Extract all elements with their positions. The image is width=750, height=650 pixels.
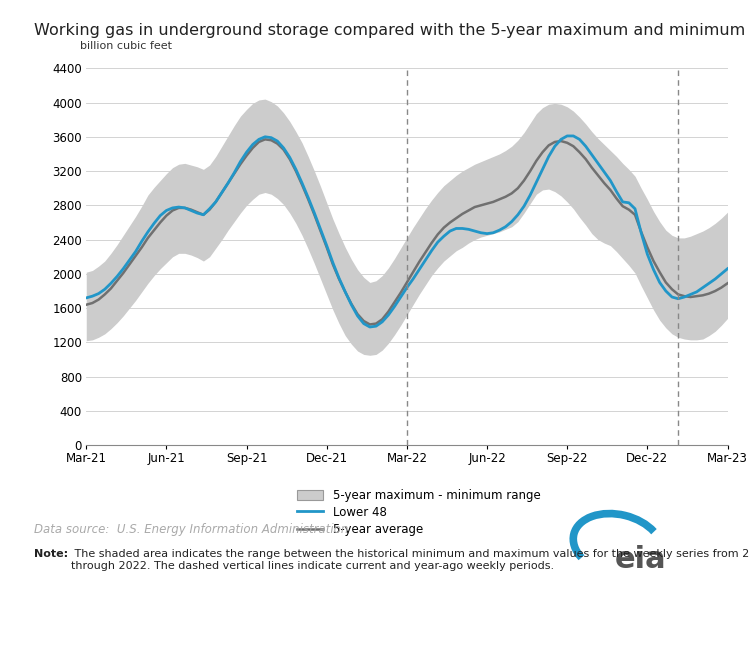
Text: Working gas in underground storage compared with the 5-year maximum and minimum: Working gas in underground storage compa… (34, 23, 745, 38)
Text: Note:: Note: (34, 549, 68, 559)
Text: eia: eia (615, 545, 667, 575)
Text: billion cubic feet: billion cubic feet (80, 42, 172, 51)
Text: The shaded area indicates the range between the historical minimum and maximum v: The shaded area indicates the range betw… (71, 549, 750, 571)
Legend: 5-year maximum - minimum range, Lower 48, 5-year average: 5-year maximum - minimum range, Lower 48… (297, 489, 541, 536)
Text: Data source:  U.S. Energy Information Administration: Data source: U.S. Energy Information Adm… (34, 523, 348, 536)
